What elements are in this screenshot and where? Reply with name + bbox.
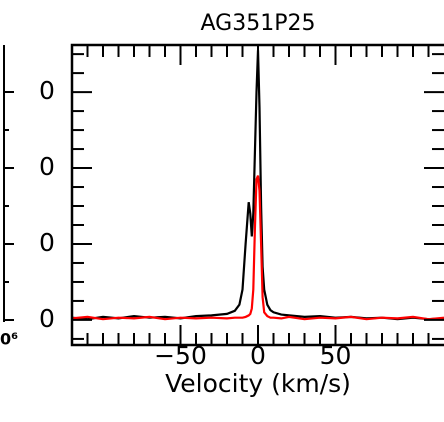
x-tick-label: −50	[154, 341, 207, 370]
x-tick-label: 50	[320, 341, 352, 370]
side-panel-label: 0⁶	[0, 330, 18, 349]
y-tick-label: 0	[39, 228, 55, 257]
x-axis-label: Velocity (km/s)	[165, 369, 351, 398]
data-line	[71, 175, 444, 321]
chart-title: AG351P25	[201, 11, 316, 36]
y-tick-label: 0	[39, 152, 55, 181]
side-panel-axis	[3, 45, 14, 322]
plot-frame	[70, 43, 444, 347]
y-tick-label: 0	[39, 304, 55, 333]
y-tick-label: 0	[39, 76, 55, 105]
x-tick-label: 0	[250, 341, 266, 370]
